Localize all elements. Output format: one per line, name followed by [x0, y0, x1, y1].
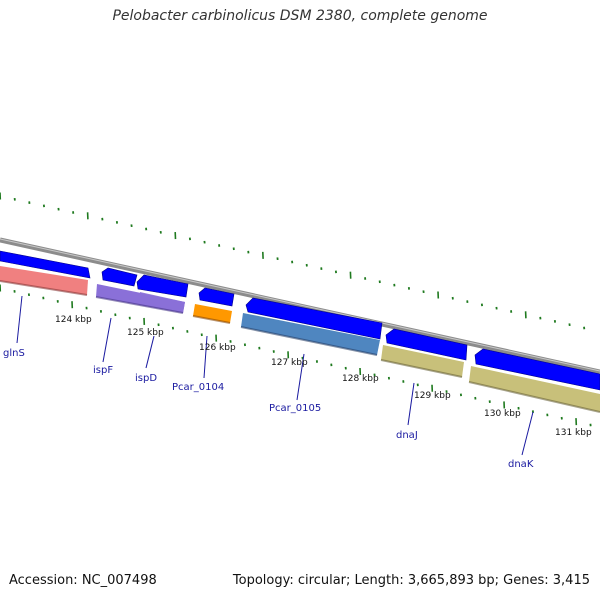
scale-label: 130 kbp	[484, 409, 521, 419]
label-leader-lines	[16, 295, 534, 456]
scale-label: 131 kbp	[555, 428, 592, 438]
cds-arrow[interactable]	[0, 250, 91, 279]
scale-labels: 124 kbp 125 kbp 126 kbp 127 kbp 128 kbp …	[55, 315, 592, 438]
cds-arrow[interactable]	[385, 328, 468, 361]
inner-tick-ring	[0, 284, 592, 427]
gene-box-dnaJ[interactable]	[381, 345, 464, 377]
genome-stats-text: Topology: circular; Length: 3,665,893 bp…	[232, 573, 590, 588]
gene-label[interactable]: glnS	[3, 348, 25, 359]
cds-arrow[interactable]	[136, 274, 189, 298]
accession-text: Accession: NC_007498	[9, 573, 157, 588]
gene-box-ispD[interactable]	[139, 292, 185, 313]
cds-arrow[interactable]	[474, 348, 600, 391]
cds-arrow-track	[0, 250, 600, 391]
scale-label: 126 kbp	[199, 343, 236, 353]
gene-label[interactable]: Pcar_0104	[172, 382, 224, 393]
gene-box-track	[0, 266, 600, 412]
gene-labels: glnS ispF ispD Pcar_0104 Pcar_0105 dnaJ …	[3, 348, 534, 470]
gene-box-glnS[interactable]	[0, 266, 88, 295]
genome-backbone	[0, 237, 600, 375]
gene-box-dnaK[interactable]	[469, 366, 600, 412]
gene-label[interactable]: dnaJ	[396, 430, 418, 441]
gene-label[interactable]: ispD	[135, 373, 157, 384]
scale-label: 129 kbp	[414, 391, 451, 401]
scale-label: 124 kbp	[55, 315, 92, 325]
gene-label[interactable]: dnaK	[508, 459, 534, 470]
outer-tick-ring	[0, 192, 586, 330]
gene-label[interactable]: ispF	[93, 365, 113, 376]
gene-box-Pcar_0104[interactable]	[193, 304, 232, 323]
gene-label[interactable]: Pcar_0105	[269, 403, 321, 414]
gene-box-Pcar_0105[interactable]	[241, 313, 380, 355]
cds-arrow[interactable]	[198, 287, 235, 307]
scale-label: 127 kbp	[271, 358, 308, 368]
cds-arrow[interactable]	[101, 267, 138, 287]
scale-label: 128 kbp	[342, 374, 379, 384]
map-title: Pelobacter carbinolicus DSM 2380, comple…	[112, 8, 488, 24]
cds-arrow[interactable]	[245, 297, 383, 340]
scale-label: 125 kbp	[127, 328, 164, 338]
